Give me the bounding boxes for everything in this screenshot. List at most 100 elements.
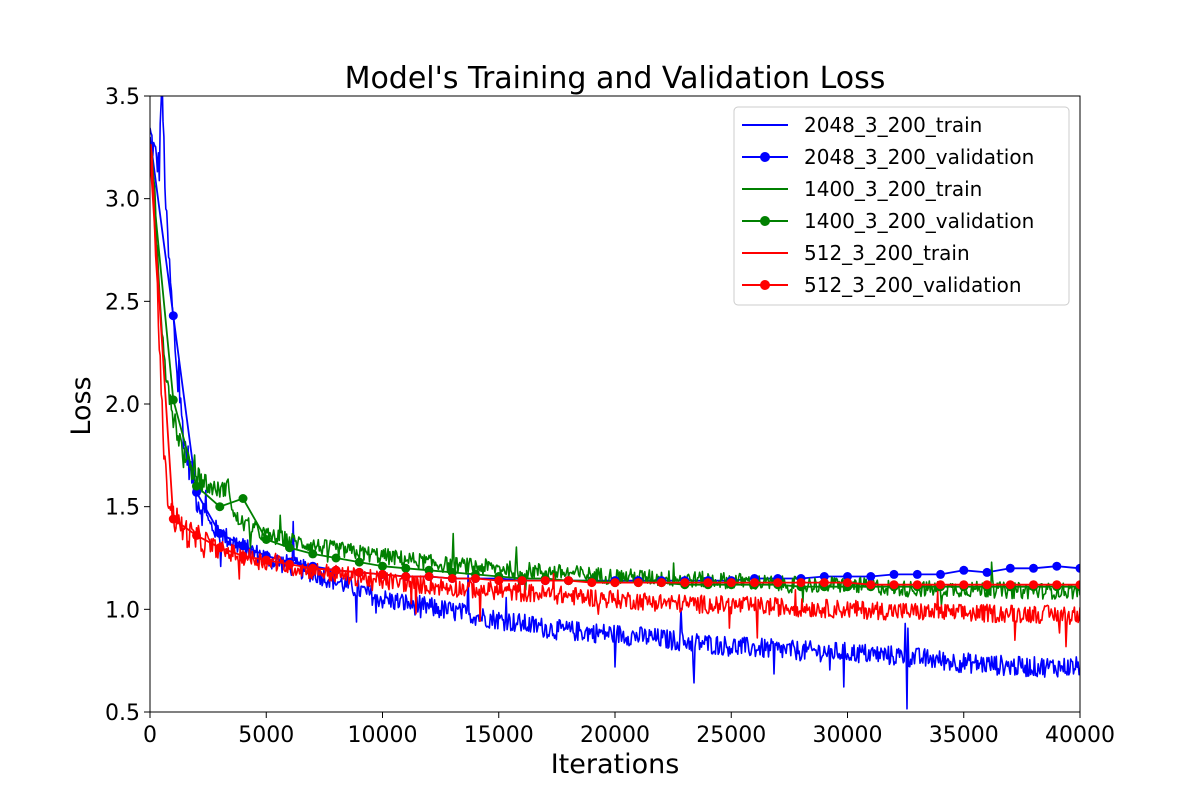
data-point-512-3-200-validation bbox=[796, 578, 806, 588]
data-point-2048-3-200-validation bbox=[1075, 563, 1080, 573]
data-point-1400-3-200-validation bbox=[378, 561, 387, 571]
data-point-512-3-200-validation bbox=[447, 574, 457, 583]
data-point-512-3-200-validation bbox=[1075, 580, 1080, 590]
legend-label-2048-3-200-train: 2048_3_200_train bbox=[804, 113, 982, 137]
data-point-2048-3-200-validation bbox=[959, 565, 969, 575]
data-point-512-3-200-validation bbox=[912, 580, 922, 590]
data-point-2048-3-200-validation bbox=[889, 569, 899, 579]
data-point-512-3-200-validation bbox=[773, 578, 783, 588]
legend-marker-1400-3-200-validation bbox=[760, 216, 770, 226]
x-tick-label: 30000 bbox=[813, 723, 883, 748]
x-tick-label: 15000 bbox=[464, 723, 534, 748]
data-point-512-3-200-validation bbox=[168, 514, 178, 524]
series-group bbox=[150, 96, 1080, 710]
legend-marker-2048-3-200-validation bbox=[760, 152, 770, 162]
y-tick-label: 2.5 bbox=[105, 290, 140, 315]
data-point-2048-3-200-validation bbox=[1005, 563, 1015, 573]
legend-label-512-3-200-train: 512_3_200_train bbox=[804, 241, 970, 265]
data-point-512-3-200-validation bbox=[889, 580, 899, 590]
data-point-1400-3-200-validation bbox=[261, 535, 271, 544]
data-point-2048-3-200-validation bbox=[168, 311, 178, 321]
chart-title: Model's Training and Validation Loss bbox=[345, 61, 886, 96]
data-point-512-3-200-validation bbox=[657, 578, 666, 588]
x-tick-label: 0 bbox=[143, 723, 157, 748]
x-tick-label: 40000 bbox=[1045, 723, 1115, 748]
y-tick-label: 1.5 bbox=[105, 496, 140, 521]
data-point-512-3-200-validation bbox=[587, 578, 597, 588]
axes: 0 5000 10000 15000 20000 25000 30000 35000 40000… bbox=[105, 85, 1115, 748]
legend-label-512-3-200-validation: 512_3_200_validation bbox=[804, 273, 1022, 297]
data-point-1400-3-200-validation bbox=[331, 553, 341, 563]
data-point-2048-3-200-validation bbox=[866, 572, 876, 581]
data-point-512-3-200-validation bbox=[354, 567, 364, 577]
y-tick-label: 0.5 bbox=[105, 701, 140, 726]
y-tick-label: 3.5 bbox=[105, 85, 140, 110]
data-point-512-3-200-validation bbox=[703, 578, 713, 588]
x-axis-label: Iterations bbox=[551, 749, 680, 780]
data-point-1400-3-200-validation bbox=[285, 543, 294, 553]
data-point-512-3-200-validation bbox=[331, 565, 341, 575]
y-tick-label: 1.0 bbox=[105, 598, 140, 623]
data-point-512-3-200-validation bbox=[540, 576, 550, 586]
legend-label-1400-3-200-validation: 1400_3_200_validation bbox=[804, 209, 1034, 233]
data-point-1400-3-200-validation bbox=[168, 395, 178, 405]
data-point-1400-3-200-validation bbox=[401, 563, 411, 573]
series-line-512-3-200-train bbox=[150, 143, 1080, 648]
data-point-512-3-200-validation bbox=[424, 572, 434, 581]
x-tick-label: 25000 bbox=[696, 723, 766, 748]
data-point-512-3-200-validation bbox=[285, 559, 294, 569]
data-point-512-3-200-validation bbox=[1005, 580, 1015, 590]
legend-label-2048-3-200-validation: 2048_3_200_validation bbox=[804, 145, 1034, 169]
data-point-512-3-200-validation bbox=[517, 576, 527, 586]
data-point-512-3-200-validation bbox=[192, 530, 201, 540]
data-point-512-3-200-validation bbox=[936, 580, 945, 590]
data-point-512-3-200-validation bbox=[866, 580, 876, 590]
data-point-512-3-200-validation bbox=[238, 551, 248, 561]
data-point-1400-3-200-validation bbox=[308, 549, 318, 559]
data-point-512-3-200-validation bbox=[401, 572, 411, 581]
data-point-2048-3-200-validation bbox=[1052, 561, 1062, 571]
data-point-512-3-200-validation bbox=[1029, 580, 1038, 590]
data-point-512-3-200-validation bbox=[633, 578, 643, 588]
legend-marker-512-3-200-validation bbox=[760, 280, 770, 290]
x-tick-label: 10000 bbox=[348, 723, 418, 748]
data-point-512-3-200-validation bbox=[261, 555, 271, 565]
data-point-512-3-200-validation bbox=[680, 578, 690, 588]
data-point-2048-3-200-validation bbox=[936, 569, 945, 579]
y-tick-label: 3.0 bbox=[105, 188, 140, 213]
data-point-512-3-200-validation bbox=[726, 578, 736, 588]
data-point-512-3-200-validation bbox=[982, 580, 992, 590]
data-point-512-3-200-validation bbox=[610, 578, 620, 588]
data-point-2048-3-200-validation bbox=[192, 487, 201, 497]
data-point-1400-3-200-validation bbox=[354, 557, 364, 567]
x-tick-label: 5000 bbox=[238, 723, 294, 748]
data-point-2048-3-200-validation bbox=[215, 528, 225, 538]
data-point-512-3-200-validation bbox=[750, 578, 759, 588]
data-point-2048-3-200-validation bbox=[1029, 563, 1038, 573]
data-point-2048-3-200-validation bbox=[912, 569, 922, 579]
x-tick-label: 20000 bbox=[580, 723, 650, 748]
data-point-512-3-200-validation bbox=[843, 578, 852, 588]
data-point-512-3-200-validation bbox=[959, 580, 969, 590]
legend-label-1400-3-200-train: 1400_3_200_train bbox=[804, 177, 982, 201]
x-tick-label: 35000 bbox=[929, 723, 999, 748]
data-point-1400-3-200-validation bbox=[238, 494, 248, 503]
data-point-512-3-200-validation bbox=[378, 569, 387, 579]
data-point-2048-3-200-validation bbox=[982, 567, 992, 577]
data-point-512-3-200-validation bbox=[215, 543, 225, 553]
data-point-512-3-200-validation bbox=[819, 578, 829, 588]
y-tick-label: 2.0 bbox=[105, 393, 140, 418]
data-point-512-3-200-validation bbox=[471, 574, 480, 583]
data-point-512-3-200-validation bbox=[564, 576, 573, 586]
data-point-1400-3-200-validation bbox=[192, 481, 201, 491]
data-point-512-3-200-validation bbox=[1052, 580, 1062, 590]
data-point-1400-3-200-validation bbox=[215, 502, 225, 512]
data-point-512-3-200-validation bbox=[308, 563, 318, 573]
legend: 2048_3_200_train 2048_3_200_validation 140… bbox=[733, 106, 1070, 306]
data-point-1400-3-200-validation bbox=[424, 565, 434, 575]
legend-box bbox=[733, 106, 1070, 306]
y-axis-label: Loss bbox=[66, 376, 97, 435]
data-point-512-3-200-validation bbox=[494, 576, 504, 586]
